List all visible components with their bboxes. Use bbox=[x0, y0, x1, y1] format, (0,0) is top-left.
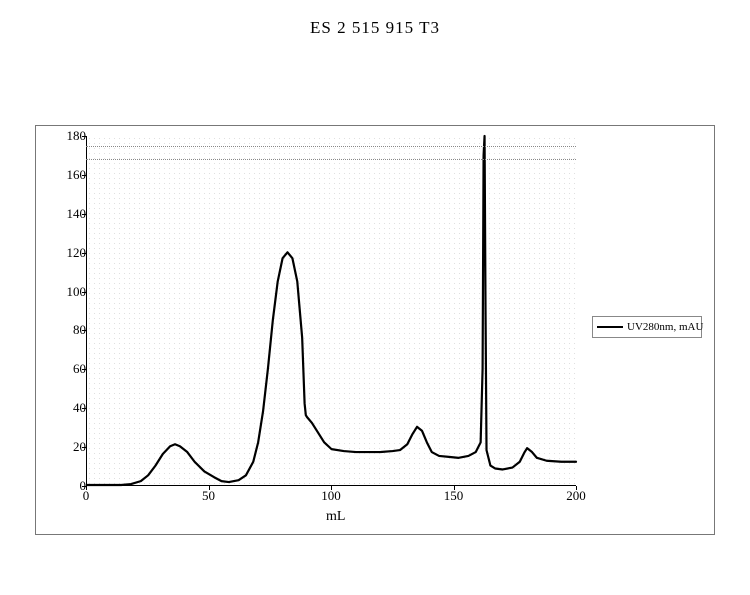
extra-gridline bbox=[86, 146, 576, 147]
y-tick-mark bbox=[82, 447, 86, 448]
x-tick-mark bbox=[454, 486, 455, 490]
legend-line-sample bbox=[597, 326, 623, 328]
x-tick-label: 150 bbox=[444, 488, 464, 504]
y-tick-mark bbox=[82, 292, 86, 293]
uv280-line bbox=[87, 136, 576, 485]
chromatogram-line-svg bbox=[87, 136, 576, 485]
legend: UV280nm, mAU bbox=[592, 316, 702, 338]
x-tick-mark bbox=[331, 486, 332, 490]
x-tick-mark bbox=[209, 486, 210, 490]
y-tick-mark bbox=[82, 136, 86, 137]
x-tick-mark bbox=[576, 486, 577, 490]
y-tick-mark bbox=[82, 408, 86, 409]
y-tick-mark bbox=[82, 253, 86, 254]
x-tick-label: 0 bbox=[83, 488, 90, 504]
y-tick-mark bbox=[82, 330, 86, 331]
extra-gridline bbox=[86, 159, 576, 160]
x-tick-mark bbox=[86, 486, 87, 490]
y-tick-mark bbox=[82, 175, 86, 176]
chart-container: 020406080100120140160180 050100150200 mL… bbox=[35, 125, 715, 535]
y-tick-mark bbox=[82, 369, 86, 370]
x-axis-label: mL bbox=[326, 509, 345, 525]
y-tick-mark bbox=[82, 214, 86, 215]
x-tick-label: 200 bbox=[566, 488, 586, 504]
legend-label: UV280nm, mAU bbox=[627, 321, 703, 333]
plot-area bbox=[86, 136, 576, 486]
x-tick-label: 50 bbox=[202, 488, 215, 504]
document-id-text: ES 2 515 915 T3 bbox=[310, 18, 440, 37]
document-header: ES 2 515 915 T3 bbox=[0, 18, 750, 38]
x-tick-label: 100 bbox=[321, 488, 341, 504]
